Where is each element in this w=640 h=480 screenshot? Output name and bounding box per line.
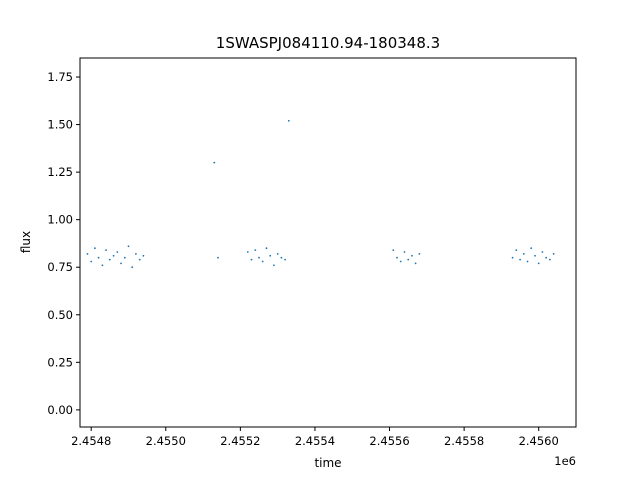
y-tick-label: 1.00	[47, 213, 73, 227]
data-point	[411, 254, 413, 257]
data-point	[273, 264, 275, 267]
data-point	[213, 161, 216, 164]
plot-frame	[79, 57, 577, 428]
data-point	[101, 264, 104, 267]
data-point	[250, 258, 253, 261]
data-point	[541, 251, 544, 253]
data-point	[138, 258, 141, 261]
data-point	[414, 262, 417, 265]
y-axis-label: flux	[19, 231, 33, 253]
data-point	[135, 253, 137, 255]
data-point	[276, 253, 279, 255]
data-point	[116, 251, 119, 253]
x-tick-label: 2.4552	[220, 434, 260, 448]
chart-title: 1SWASPJ084110.94-180348.3	[216, 34, 440, 52]
x-tick-label: 2.4554	[295, 434, 335, 448]
data-point	[108, 258, 111, 261]
y-tick-label: 0.25	[47, 355, 73, 369]
data-point	[127, 245, 130, 248]
data-point	[142, 254, 145, 257]
x-tick-label: 2.4550	[146, 434, 186, 448]
y-tick-label: 0.75	[47, 260, 73, 274]
data-point	[515, 249, 518, 252]
data-point	[120, 262, 122, 265]
data-point	[530, 247, 533, 250]
data-point	[217, 256, 219, 259]
data-point	[519, 258, 521, 261]
data-point	[258, 256, 260, 259]
data-point	[511, 256, 514, 259]
data-point	[545, 256, 548, 259]
data-point	[534, 254, 536, 257]
y-tick-label: 0.50	[47, 308, 73, 322]
x-tick-label: 2.4556	[369, 434, 409, 448]
x-tick-label: 2.4548	[71, 434, 111, 448]
data-point	[123, 256, 126, 259]
x-axis: 2.4548 2.4550 2.4552 2.4554 2.4556 2.4558 2.45…	[71, 427, 559, 448]
data-point	[112, 254, 115, 257]
y-tick-label: 0.00	[47, 403, 73, 417]
data-point	[254, 249, 257, 252]
data-point	[399, 260, 402, 263]
data-point	[265, 247, 268, 250]
data-point	[407, 258, 410, 261]
data-point	[537, 262, 540, 265]
data-points	[86, 119, 555, 269]
data-point	[105, 249, 107, 252]
y-axis: 0.00 0.25 0.50 0.75 1.00 1.25 1.50 1.75	[47, 70, 80, 417]
data-point	[418, 253, 421, 255]
data-point	[269, 254, 272, 257]
x-tick-label: 2.4558	[444, 434, 484, 448]
x-tick-label: 2.4560	[519, 434, 559, 448]
data-point	[549, 258, 551, 261]
y-tick-label: 1.50	[47, 118, 73, 132]
data-point	[396, 256, 398, 259]
data-point	[94, 247, 96, 250]
x-axis-offset-label: 1e6	[554, 454, 576, 468]
data-point	[552, 253, 555, 255]
data-point	[97, 256, 100, 259]
y-tick-label: 1.25	[47, 165, 73, 179]
data-point	[403, 251, 406, 253]
data-point	[284, 258, 286, 261]
data-point	[131, 266, 134, 269]
data-point	[261, 260, 264, 263]
data-point	[522, 253, 525, 255]
y-tick-label: 1.75	[47, 70, 73, 84]
data-point	[287, 119, 290, 122]
data-point	[90, 260, 93, 263]
data-point	[280, 256, 283, 259]
data-point	[86, 253, 89, 255]
data-point	[526, 260, 529, 263]
data-point	[246, 251, 249, 253]
x-axis-label: time	[314, 456, 341, 470]
data-point	[392, 249, 395, 252]
